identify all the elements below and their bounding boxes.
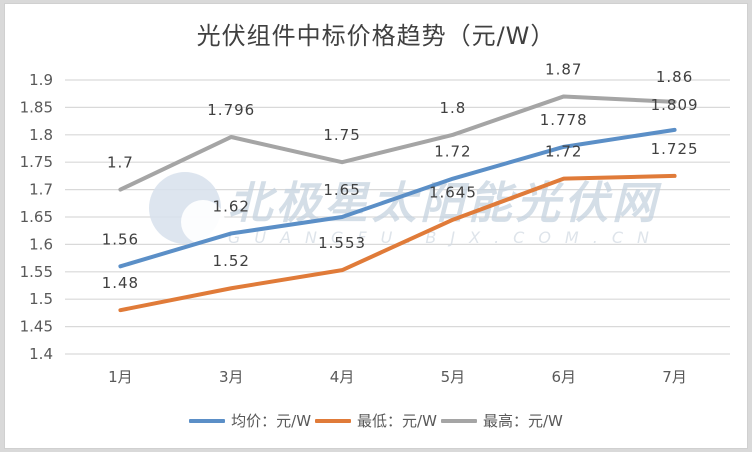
legend: 均价：元/W 最低：元/W 最高：元/W <box>0 410 752 431</box>
data-labels: 1.56 1.62 1.65 1.72 1.778 1.809 1.48 1.52 1.553 1… <box>102 60 699 292</box>
series-line[interactable] <box>118 173 677 313</box>
x-tick-label: 6月 <box>551 368 576 386</box>
data-label: 1.725 <box>651 140 699 158</box>
y-tick-label: 1.7 <box>29 181 53 199</box>
x-tick-label: 7月 <box>662 368 687 386</box>
x-tick-label: 1月 <box>108 368 133 386</box>
data-label: 1.72 <box>545 143 582 161</box>
legend-label-average: 均价：元/W <box>231 412 312 430</box>
x-tick-label: 4月 <box>330 368 355 386</box>
series-lines <box>118 94 677 313</box>
y-tick-label: 1.85 <box>20 98 53 116</box>
y-tick-label: 1.6 <box>29 235 53 253</box>
y-axis-ticks: 1.9 1.85 1.8 1.75 1.7 1.65 1.6 1.55 1.5 1.45 1.4 <box>20 71 53 363</box>
data-label: 1.75 <box>323 126 360 144</box>
legend-label-highest: 最高：元/W <box>482 412 563 430</box>
data-label: 1.7 <box>107 154 134 172</box>
y-tick-label: 1.4 <box>29 345 53 363</box>
legend-swatch-highest <box>440 418 477 423</box>
watermark-main-text: 北极星太阳能光伏网 <box>228 178 662 229</box>
data-label: 1.796 <box>207 101 255 119</box>
chart-title: 光伏组件中标价格趋势（元/W） <box>196 22 556 50</box>
x-axis-ticks: 1月 3月 4月 5月 6月 7月 <box>108 368 687 386</box>
watermark-sub-text: GUANGFU.BJX.COM.CN <box>228 228 663 247</box>
x-tick-label: 5月 <box>441 368 466 386</box>
legend-item-lowest[interactable]: 最低：元/W <box>315 410 437 431</box>
legend-item-highest[interactable]: 最高：元/W <box>440 410 563 431</box>
data-label: 1.86 <box>656 68 693 86</box>
data-label: 1.52 <box>213 252 250 270</box>
y-tick-label: 1.9 <box>29 71 53 89</box>
data-label: 1.62 <box>213 197 250 215</box>
chart-frame <box>4 3 748 449</box>
data-label: 1.778 <box>540 111 588 129</box>
data-label: 1.87 <box>545 60 582 78</box>
data-label: 1.65 <box>323 181 360 199</box>
y-tick-label: 1.75 <box>20 153 53 171</box>
y-tick-label: 1.45 <box>20 318 53 336</box>
watermark: 北极星太阳能光伏网 GUANGFU.BJX.COM.CN <box>149 172 663 247</box>
legend-label-lowest: 最低：元/W <box>357 412 437 430</box>
y-tick-label: 1.5 <box>29 290 53 308</box>
data-label: 1.809 <box>651 96 699 114</box>
watermark-logo-cutout-icon <box>181 200 225 244</box>
data-label: 1.8 <box>439 99 466 117</box>
legend-swatch-lowest <box>315 418 352 423</box>
data-label: 1.56 <box>102 230 139 248</box>
y-tick-label: 1.8 <box>29 126 53 144</box>
data-label: 1.72 <box>434 143 471 161</box>
series-line[interactable] <box>118 127 677 269</box>
series-line[interactable] <box>118 94 677 192</box>
legend-swatch-average <box>189 418 226 423</box>
data-label: 1.645 <box>429 184 477 202</box>
x-tick-label: 3月 <box>219 368 244 386</box>
y-tick-label: 1.55 <box>20 263 53 281</box>
legend-item-average[interactable]: 均价：元/W <box>189 410 311 431</box>
data-label: 1.48 <box>102 274 139 292</box>
y-tick-label: 1.65 <box>20 208 53 226</box>
data-label: 1.553 <box>318 234 366 252</box>
